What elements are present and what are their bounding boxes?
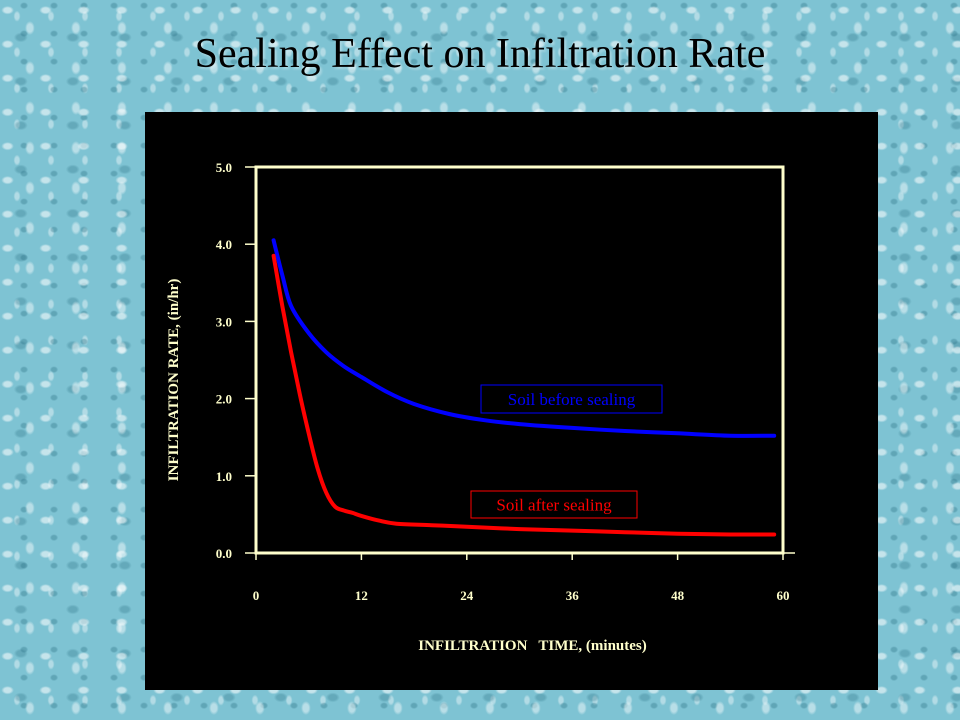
x-tick-label: 48 xyxy=(671,588,685,603)
y-tick-label: 3.0 xyxy=(216,314,232,329)
x-tick-label: 12 xyxy=(355,588,368,603)
label-box-before-sealing xyxy=(480,384,663,414)
infiltration-chart: 0.0 1.0 2.0 3.0 4.0 5.0 0 12 24 36 48 60 INFILTRATI… xyxy=(166,160,795,654)
x-tick-label: 24 xyxy=(460,588,474,603)
x-axis-title: INFILTRATION TIME, (minutes) xyxy=(418,638,647,654)
y-tick-label: 4.0 xyxy=(216,237,232,252)
x-tick-label: 60 xyxy=(777,588,790,603)
series-layer xyxy=(271,238,777,537)
label-layer: INFILTRATION TIME, (minutes) INFILTRATION… xyxy=(166,279,663,654)
plot-frame xyxy=(254,165,785,555)
y-tick-label: 0.0 xyxy=(216,546,232,561)
series-label-before-sealing: Soil before sealing xyxy=(508,390,636,409)
series-label-after-sealing: Soil after sealing xyxy=(496,496,612,515)
axes-layer: 0.0 1.0 2.0 3.0 4.0 5.0 0 12 24 36 48 60 xyxy=(216,160,795,603)
y-tick-label: 1.0 xyxy=(216,469,232,484)
chart-panel: 0.0 1.0 2.0 3.0 4.0 5.0 0 12 24 36 48 60 INFILTRATI… xyxy=(145,112,878,690)
y-axis-title: INFILTRATION RATE, (in/hr) xyxy=(166,279,182,482)
series-line-after-sealing xyxy=(271,253,777,537)
series-line-before-sealing xyxy=(271,238,777,438)
slide-title: Sealing Effect on Infiltration Rate xyxy=(194,31,766,77)
x-tick-label: 0 xyxy=(253,588,260,603)
y-tick-label: 2.0 xyxy=(216,392,232,407)
label-box-after-sealing xyxy=(470,490,638,519)
y-tick-label: 5.0 xyxy=(216,160,232,175)
x-tick-label: 36 xyxy=(566,588,580,603)
